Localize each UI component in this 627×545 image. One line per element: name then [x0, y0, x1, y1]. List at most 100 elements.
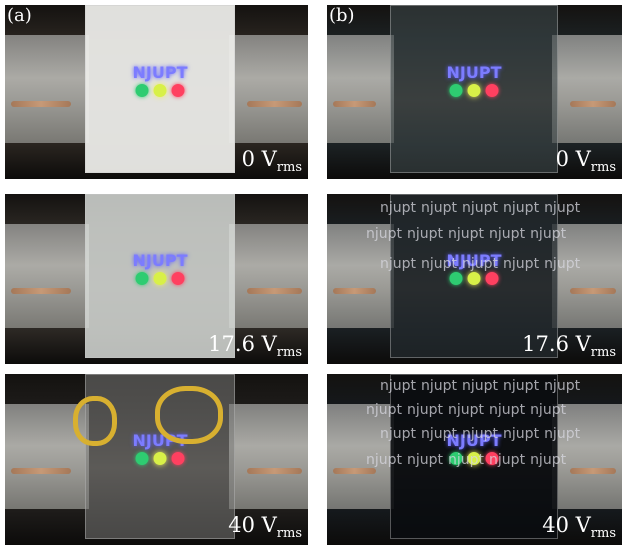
tape [327, 35, 394, 143]
pattern-text: njupt [421, 256, 457, 272]
logo: NJUPT [447, 63, 502, 97]
voltage-unit: rms [591, 345, 616, 360]
pattern-line: njupt njupt njupt njupt njupt [366, 226, 571, 242]
pattern-text: njupt [544, 256, 580, 272]
tape [229, 404, 308, 509]
photo: NJUPT 0 Vrms [327, 5, 622, 179]
pattern-text: njupt [407, 402, 443, 418]
red-heart [485, 272, 498, 285]
green-circle [135, 84, 148, 97]
pattern-text: njupt [380, 200, 416, 216]
icons [133, 84, 188, 97]
voltage-label: 0 Vrms [242, 147, 302, 175]
pattern-text: njupt [503, 256, 539, 272]
wire [247, 101, 302, 107]
pattern-text: njupt [407, 226, 443, 242]
wire [11, 468, 71, 474]
voltage-value: 17.6 V [208, 332, 277, 356]
pattern-text: njupt [489, 226, 525, 242]
pattern-text: njupt [421, 426, 457, 442]
pattern-line: njuptnjuptnjuptnjuptnjupt [380, 426, 585, 442]
voltage-value: 17.6 V [522, 332, 591, 356]
pattern-text: njupt [489, 402, 525, 418]
green-circle [449, 84, 462, 97]
pattern-line: njupt njupt njupt njupt njupt [380, 256, 585, 272]
voltage-label: 40 Vrms [542, 513, 616, 541]
wire [247, 288, 302, 294]
voltage-unit: rms [277, 345, 302, 360]
pattern-text: njupt [530, 226, 566, 242]
pattern-text: njupt [462, 200, 498, 216]
red-heart [171, 84, 184, 97]
photo: NJUPT 0 Vrms [5, 5, 308, 179]
pattern-text: njupt [462, 426, 498, 442]
pattern-text: njupt [407, 452, 443, 468]
tape [552, 35, 622, 143]
wire [333, 468, 376, 474]
pattern-text: njupt [421, 200, 457, 216]
red-heart [171, 452, 184, 465]
pattern-text: njupt [366, 402, 402, 418]
pattern-text: njupt [503, 426, 539, 442]
pattern-text: njupt [421, 378, 457, 394]
red-heart [171, 272, 184, 285]
pattern-text: njupt [503, 378, 539, 394]
wire [570, 101, 616, 107]
pattern-text: njupt [462, 378, 498, 394]
icons [133, 272, 188, 285]
pattern-text: njupt [380, 256, 416, 272]
logo-text: NJUPT [133, 63, 188, 82]
pattern-text: njupt [380, 378, 416, 394]
pattern-text: njupt [530, 452, 566, 468]
wire [11, 288, 71, 294]
voltage-value: 40 V [542, 513, 591, 537]
pattern-text: njupt [448, 226, 484, 242]
tape [5, 224, 89, 328]
photo: NJUPT 17.6 Vrms [5, 194, 308, 364]
flower [155, 386, 223, 444]
panel-label: (b) [329, 5, 355, 26]
pattern-text: njupt [544, 426, 580, 442]
wire [247, 468, 302, 474]
tape [229, 35, 308, 143]
pattern-text: njupt [448, 402, 484, 418]
pattern-text: njupt [366, 226, 402, 242]
icons [447, 272, 502, 285]
yellow-star [153, 452, 166, 465]
logo-text: NJUPT [447, 63, 502, 82]
photo: NJUPTnjuptnjuptnjuptnjuptnjuptnjuptnjupt… [327, 194, 622, 364]
wire [11, 101, 71, 107]
voltage-label: 17.6 Vrms [208, 332, 302, 360]
voltage-unit: rms [591, 526, 616, 541]
figure: NJUPT0 VrmsNJUPT17.6 VrmsNJUPT40 Vrms(a)… [0, 0, 627, 545]
yellow-star [153, 272, 166, 285]
wire [333, 101, 376, 107]
voltage-label: 0 Vrms [556, 147, 616, 175]
voltage-unit: rms [277, 526, 302, 541]
sample: NJUPT [85, 5, 235, 173]
panel-label: (a) [7, 5, 32, 26]
yellow-star [467, 84, 480, 97]
voltage-value: 40 V [228, 513, 277, 537]
icons [133, 452, 188, 465]
voltage-label: 17.6 Vrms [522, 332, 616, 360]
logo: NJUPT [133, 251, 188, 285]
pattern-text: njupt [462, 256, 498, 272]
yellow-star [153, 84, 166, 97]
pattern-text: njupt [489, 452, 525, 468]
voltage-value: 0 V [242, 147, 277, 171]
wire [570, 468, 616, 474]
voltage-value: 0 V [556, 147, 591, 171]
voltage-unit: rms [591, 160, 616, 175]
logo: NJUPT [133, 63, 188, 97]
voltage-unit: rms [277, 160, 302, 175]
pattern-line: njuptnjuptnjuptnjuptnjupt [380, 200, 585, 216]
flower [73, 396, 117, 446]
yellow-star [467, 272, 480, 285]
green-circle [135, 272, 148, 285]
pattern-text: njupt [544, 200, 580, 216]
